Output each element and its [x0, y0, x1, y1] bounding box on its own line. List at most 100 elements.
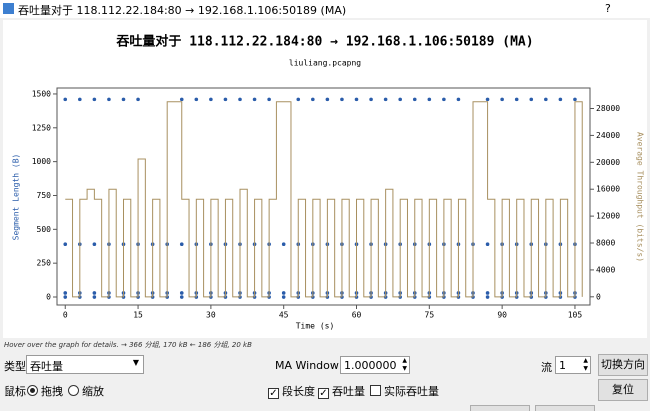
- segment-dot: [369, 97, 373, 102]
- segment-dot: [281, 242, 286, 247]
- segment-dot: [252, 97, 257, 102]
- segment-dot: [544, 97, 548, 102]
- segment-dot: [92, 242, 97, 247]
- chart: 吞吐量对于 118.112.22.184:80 → 192.168.1.106:…: [3, 20, 647, 338]
- zoom-label: 缩放: [82, 385, 104, 398]
- y2-tick-label: 20000: [596, 158, 620, 167]
- segment-dot: [485, 97, 490, 102]
- y2-tick-label: 4000: [596, 265, 615, 274]
- segment-dot: [92, 295, 97, 299]
- segment-dot: [281, 291, 286, 295]
- goodput-checkbox[interactable]: 实际吞吐量: [370, 383, 439, 399]
- y2-tick-label: 24000: [596, 131, 620, 140]
- segment-dot: [558, 97, 563, 102]
- segment-dot: [296, 97, 301, 102]
- y-tick-label: 0: [46, 293, 51, 302]
- throughput-label: 吞吐量: [332, 385, 365, 398]
- segment-dot: [398, 97, 402, 102]
- reset-button[interactable]: 复位: [598, 379, 648, 401]
- segment-dot: [281, 295, 286, 299]
- segment-dot: [92, 97, 97, 102]
- ma-label: MA Window (s): [275, 359, 357, 372]
- throughput-line: [65, 101, 583, 298]
- segment-dot: [514, 97, 519, 102]
- y2-tick-label: 12000: [596, 212, 620, 221]
- segment-dot: [179, 242, 184, 247]
- switch-direction-button[interactable]: 切换方向: [598, 354, 648, 376]
- seg-len-label: 段长度: [282, 385, 315, 398]
- x-tick-label: 0: [63, 311, 68, 320]
- app-icon: [3, 3, 14, 14]
- segment-dot: [63, 97, 68, 102]
- drag-label: 拖拽: [41, 385, 63, 398]
- chart-subtitle: liuliang.pcapng: [289, 59, 361, 68]
- segment-dot: [179, 295, 184, 299]
- title-bar: 吞吐量对于 118.112.22.184:80 → 192.168.1.106:…: [0, 0, 650, 18]
- zoom-radio[interactable]: 缩放: [68, 383, 104, 399]
- segment-dot: [311, 97, 315, 102]
- plot: 0 15 30 45 60 75 90 105 0 250 500 750 1000 1250 1500 0 4…: [32, 89, 621, 319]
- throughput-checkbox[interactable]: ✓ 吞吐量: [318, 385, 365, 399]
- type-combo[interactable]: 吞吐量 ▼: [26, 355, 144, 374]
- help-button[interactable]: ?: [605, 2, 611, 15]
- y-tick-label: 250: [37, 259, 52, 268]
- segment-dot: [485, 242, 490, 247]
- y-tick-label: 1250: [32, 123, 51, 132]
- segment-dot: [573, 97, 577, 102]
- plot-frame: [56, 87, 591, 306]
- seg-len-checkbox[interactable]: ✓ 段长度: [268, 385, 315, 399]
- segment-dot: [107, 97, 111, 102]
- segment-dot: [63, 242, 68, 247]
- y2-tick-label: 16000: [596, 185, 620, 194]
- y-tick-label: 500: [37, 225, 52, 234]
- x-tick-label: 75: [425, 311, 435, 320]
- segment-dot: [179, 291, 184, 295]
- type-value: 吞吐量: [30, 360, 63, 373]
- y2-tick-label: 0: [596, 292, 601, 301]
- segment-dot: [63, 295, 68, 299]
- segment-dot: [194, 97, 199, 102]
- ma-input[interactable]: 1.000000 ▲ ▼: [340, 356, 410, 374]
- mouse-label: 鼠标: [4, 385, 26, 398]
- segment-dot: [442, 97, 446, 102]
- segment-dot: [179, 97, 184, 102]
- segment-dot: [78, 97, 82, 102]
- drag-radio[interactable]: 拖拽: [27, 383, 63, 399]
- segment-dot: [223, 97, 228, 102]
- bottom-button[interactable]: [470, 405, 530, 411]
- hint: Hover over the graph for details. → 366 …: [4, 341, 252, 349]
- stream-label: 流: [541, 361, 552, 374]
- segment-dot: [121, 97, 126, 102]
- chart-title: 吞吐量对于 118.112.22.184:80 → 192.168.1.106:…: [116, 34, 533, 50]
- segment-dot: [340, 97, 344, 102]
- segment-dot: [63, 291, 68, 295]
- y2-axis-label: Average Throughput (bits/s): [636, 132, 645, 262]
- stream-input[interactable]: 1 ▲ ▼: [555, 356, 591, 374]
- y-tick-label: 750: [37, 191, 52, 200]
- y2-tick-label: 28000: [596, 104, 620, 113]
- segment-dot: [267, 97, 271, 102]
- bottom-button[interactable]: [535, 405, 595, 411]
- segment-dot: [427, 97, 432, 102]
- segment-dot: [92, 291, 97, 295]
- y-tick-label: 1000: [32, 157, 51, 166]
- window-title: 吞吐量对于 118.112.22.184:80 → 192.168.1.106:…: [18, 4, 347, 17]
- y-axis-label: Segment Length (B): [12, 154, 21, 241]
- segment-dot: [456, 97, 461, 102]
- segment-dot: [136, 97, 140, 102]
- ma-value: 1.000000: [344, 359, 397, 372]
- segment-dot: [412, 97, 417, 102]
- segment-dot: [485, 291, 490, 295]
- x-axis-label: Time (s): [296, 322, 335, 331]
- segment-dot: [325, 97, 330, 102]
- segment-dot: [209, 97, 213, 102]
- segment-dot: [383, 97, 388, 102]
- segment-dot: [529, 97, 534, 102]
- goodput-label: 实际吞吐量: [384, 385, 439, 398]
- x-tick-label: 90: [497, 311, 507, 320]
- y2-tick-label: 8000: [596, 239, 615, 248]
- segment-dot: [485, 295, 490, 299]
- segment-dot: [500, 97, 504, 102]
- x-tick-label: 15: [133, 311, 143, 320]
